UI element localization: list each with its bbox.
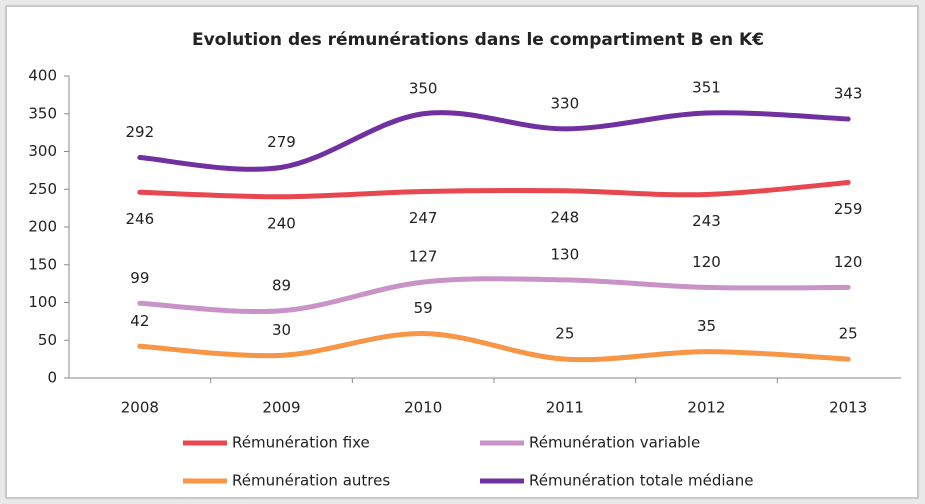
data-label: 248 <box>551 208 580 226</box>
data-label: 247 <box>409 209 438 227</box>
chart-title: Evolution des rémunérations dans le comp… <box>192 30 764 50</box>
y-tick-label: 50 <box>38 331 57 349</box>
data-label: 120 <box>692 253 721 271</box>
x-tick-label: 2009 <box>262 399 300 417</box>
y-tick-label: 350 <box>28 104 57 122</box>
data-label: 279 <box>267 133 296 151</box>
x-tick-label: 2012 <box>687 399 725 417</box>
y-tick-label: 400 <box>28 67 57 85</box>
data-label: 120 <box>834 253 863 271</box>
data-label: 350 <box>409 79 438 97</box>
data-label: 42 <box>130 312 149 330</box>
y-tick-label: 150 <box>28 255 57 273</box>
y-tick-label: 0 <box>47 369 57 387</box>
series-line <box>137 179 851 200</box>
data-label: 99 <box>130 269 149 287</box>
data-label: 89 <box>272 276 291 294</box>
data-label: 35 <box>697 317 716 335</box>
data-label: 59 <box>414 299 433 317</box>
data-label: 343 <box>834 85 863 103</box>
y-tick-label: 250 <box>28 180 57 198</box>
x-tick-label: 2013 <box>829 399 867 417</box>
y-tick-label: 100 <box>28 293 57 311</box>
x-tick-label: 2008 <box>121 399 159 417</box>
legend-label: Rémunération totale médiane <box>529 472 753 490</box>
legend-label: Rémunération variable <box>529 434 700 452</box>
series-line <box>137 110 851 172</box>
data-label: 25 <box>839 325 858 343</box>
data-label: 240 <box>267 214 296 232</box>
data-label: 292 <box>126 123 155 141</box>
y-tick-label: 300 <box>28 142 57 160</box>
y-tick-label: 200 <box>28 218 57 236</box>
data-label: 351 <box>692 78 721 96</box>
legend-label: Rémunération autres <box>232 472 390 490</box>
data-label: 330 <box>551 94 580 112</box>
x-tick-label: 2010 <box>404 399 442 417</box>
series-line <box>137 276 851 315</box>
data-label: 30 <box>272 321 291 339</box>
chart-frame <box>5 5 919 499</box>
data-label: 246 <box>126 210 155 228</box>
x-tick-label: 2011 <box>546 399 584 417</box>
data-label: 259 <box>834 200 863 218</box>
series-line <box>137 330 851 363</box>
legend-label: Rémunération fixe <box>232 434 370 452</box>
data-label: 25 <box>555 325 574 343</box>
data-label: 130 <box>551 245 580 263</box>
data-label: 243 <box>692 212 721 230</box>
data-label: 127 <box>409 248 438 266</box>
